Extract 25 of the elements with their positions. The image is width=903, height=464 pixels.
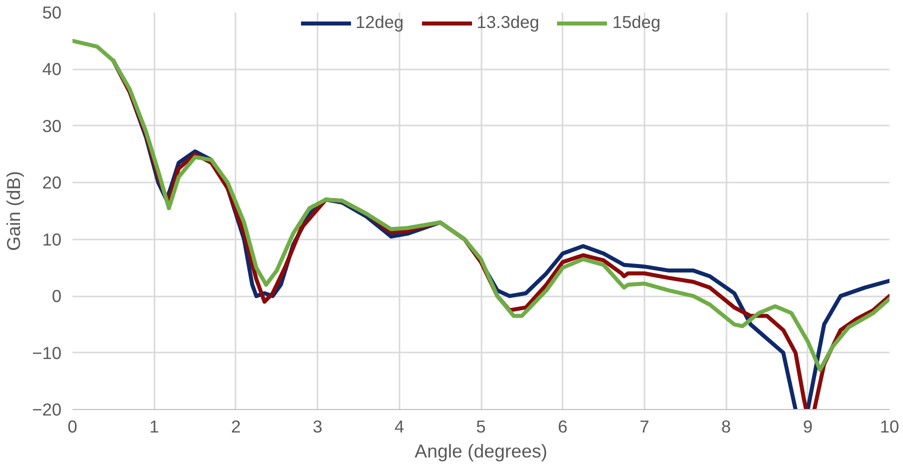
x-tick-label: 5 — [476, 416, 486, 436]
y-tick-label: 20 — [42, 172, 62, 193]
x-tick-label: 1 — [149, 416, 160, 436]
y-tick-label: 30 — [42, 116, 62, 136]
x-tick-label: 0 — [68, 416, 78, 436]
x-tick-label: 7 — [640, 416, 650, 436]
line-series — [72, 38, 890, 372]
y-axis-title: Gain (dB) — [3, 171, 24, 251]
x-tick-label: 2 — [231, 416, 241, 436]
y-tick-label: −20 — [32, 400, 62, 420]
x-tick-label: 8 — [721, 416, 731, 436]
legend-label: 12deg — [355, 12, 404, 33]
y-tick-label: 50 — [42, 2, 62, 22]
x-tick-label: 6 — [558, 416, 568, 436]
y-tick-label: 0 — [52, 286, 62, 306]
x-tick-label: 3 — [312, 416, 322, 436]
y-tick-label: −10 — [32, 342, 62, 363]
x-tick-label: 10 — [880, 416, 900, 436]
x-tick-label: 4 — [394, 416, 404, 436]
x-axis-title: Angle (degrees) — [414, 440, 548, 462]
y-tick-label: 40 — [42, 59, 62, 80]
legend-label: 13.3deg — [476, 12, 540, 33]
legend-label: 15deg — [612, 12, 661, 33]
y-tick-label: 10 — [42, 229, 62, 250]
x-tick-label: 9 — [802, 416, 813, 436]
